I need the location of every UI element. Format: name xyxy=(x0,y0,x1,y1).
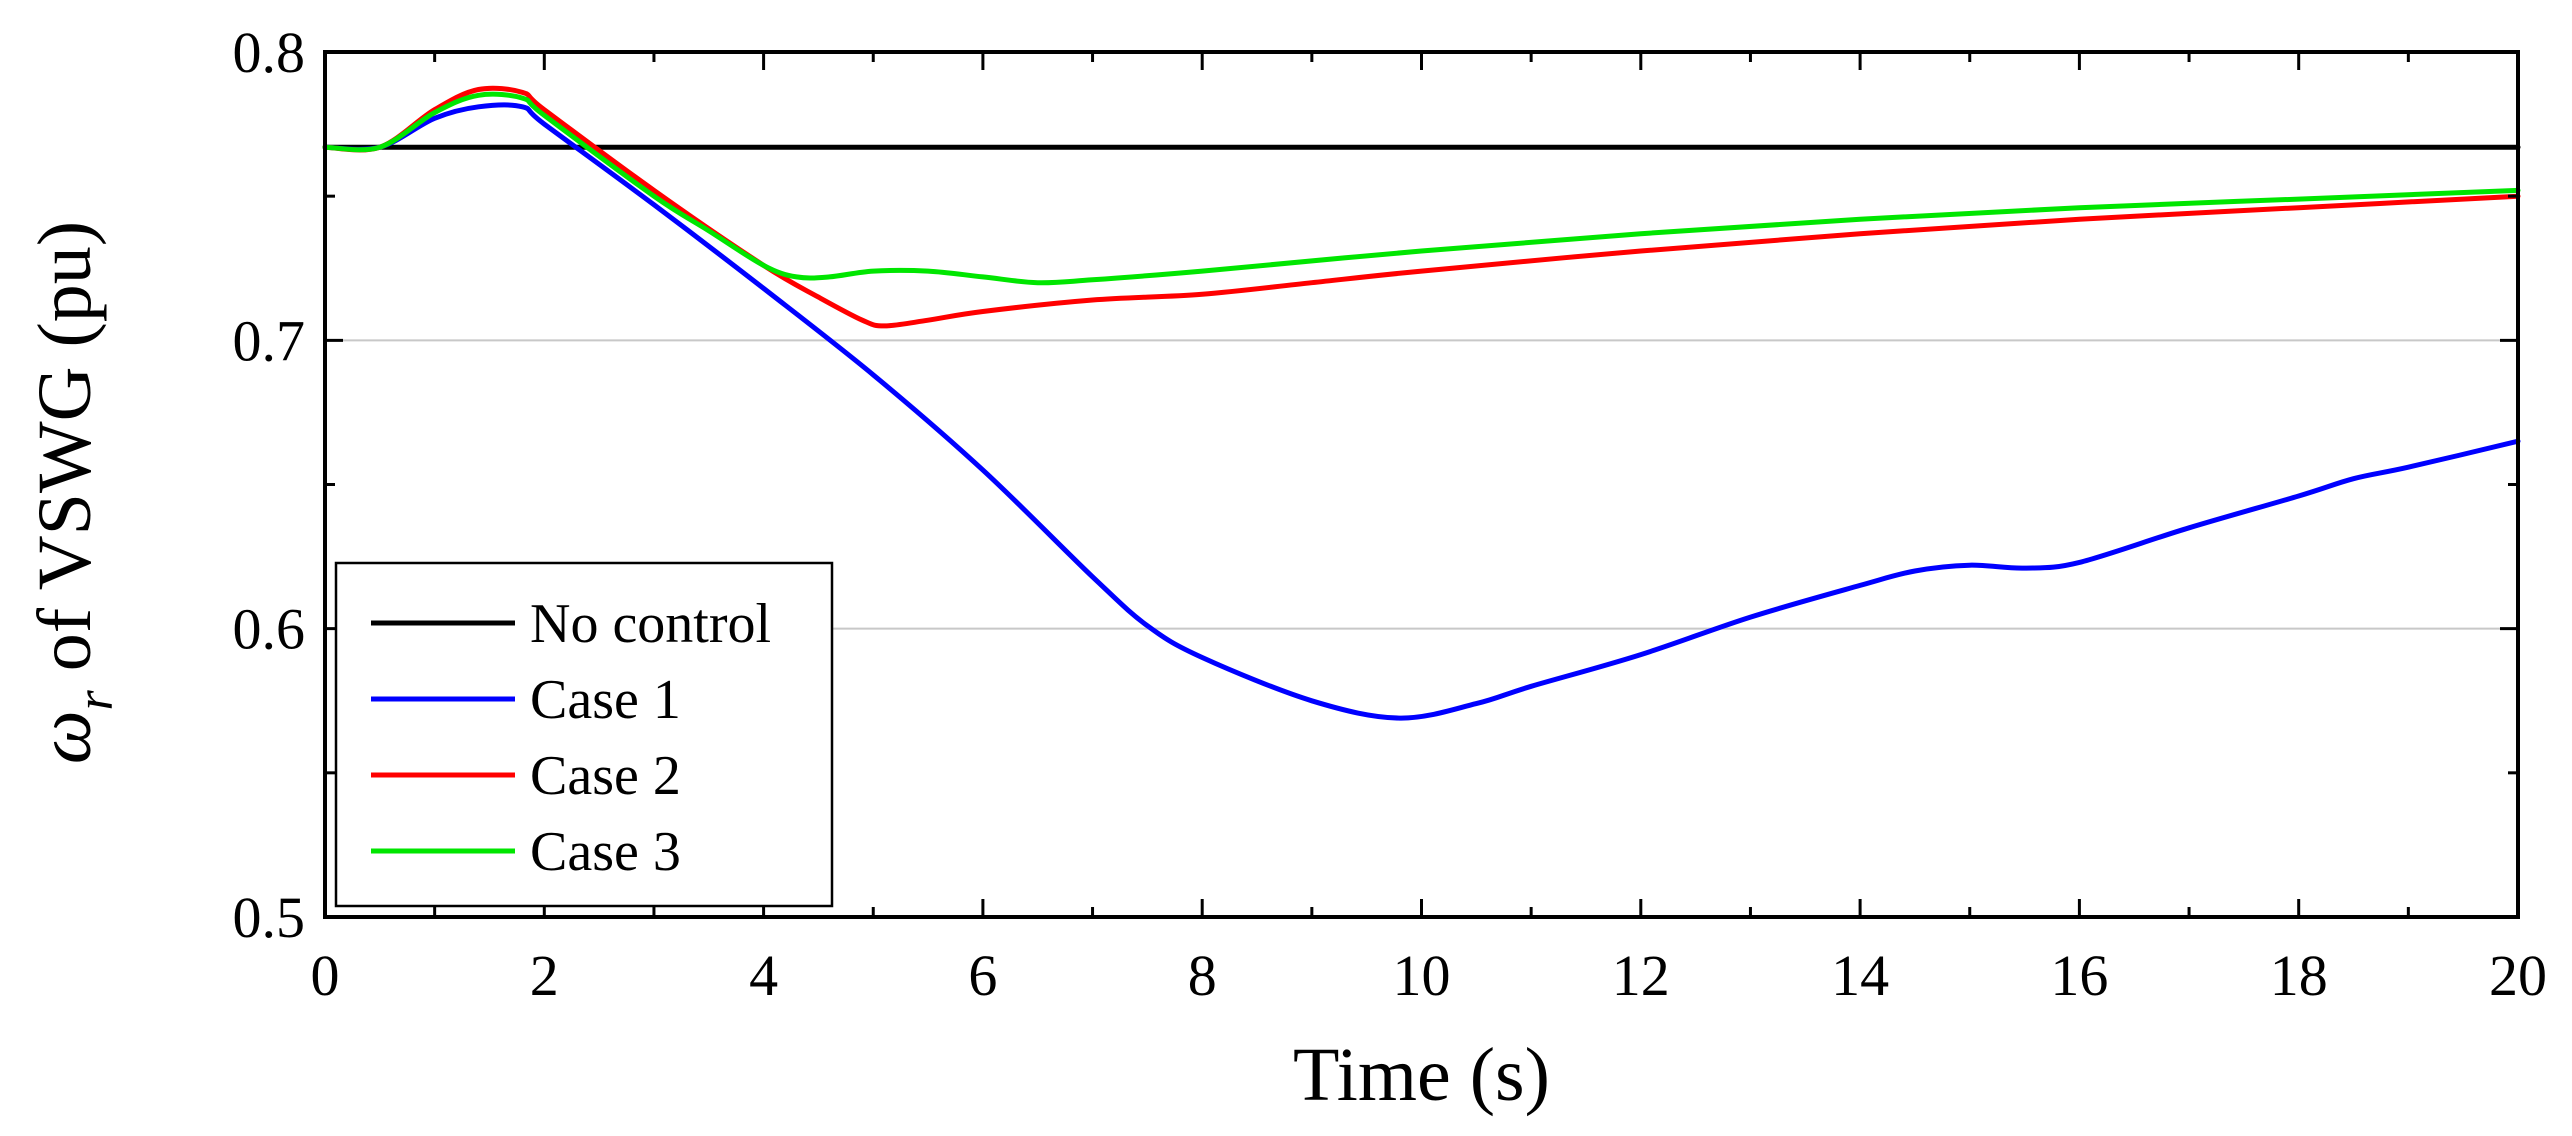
x-tick-label: 2 xyxy=(530,943,559,1008)
series-line-case-3 xyxy=(322,91,2521,286)
svg-text:ωr of VSWG (pu): ωr of VSWG (pu) xyxy=(23,221,124,764)
x-tick-label: 16 xyxy=(2050,943,2108,1008)
series-line-case-2 xyxy=(322,85,2521,329)
x-tick-label: 20 xyxy=(2489,943,2547,1008)
legend-label-case-3: Case 3 xyxy=(530,821,681,883)
axis-ticks: 0 2 4 6 8 10 12 14 16 18 20 0.5 0.6 0.7 0.8 xyxy=(233,20,2548,1008)
y-axis-title-symbol: ω xyxy=(23,710,107,764)
legend-label-case-2: Case 2 xyxy=(530,745,681,807)
legend: No control Case 1 Case 2 Case 3 xyxy=(334,561,834,908)
y-tick-label: 0.8 xyxy=(233,20,306,85)
x-tick-label: 0 xyxy=(311,943,340,1008)
y-axis-title: ωr of VSWG (pu) xyxy=(23,221,124,764)
x-tick-label: 4 xyxy=(749,943,778,1008)
y-tick-label: 0.6 xyxy=(233,597,306,662)
x-tick-label: 8 xyxy=(1188,943,1217,1008)
x-tick-label: 10 xyxy=(1393,943,1451,1008)
y-axis-title-text: of VSWG (pu) xyxy=(23,221,107,690)
x-tick-label: 12 xyxy=(1612,943,1670,1008)
series-line-case-1 xyxy=(322,102,2521,721)
x-tick-label: 14 xyxy=(1831,943,1889,1008)
legend-label-case-1: Case 1 xyxy=(530,669,681,731)
y-axis-title-subscript: r xyxy=(67,689,124,710)
series-layer xyxy=(322,85,2521,721)
y-tick-label: 0.5 xyxy=(233,885,306,950)
y-tick-label: 0.7 xyxy=(233,308,306,373)
x-tick-label: 6 xyxy=(968,943,997,1008)
legend-items: No control Case 1 Case 2 Case 3 xyxy=(371,593,771,883)
x-axis-title: Time (s) xyxy=(1293,1033,1550,1117)
legend-label-no-control: No control xyxy=(530,593,771,655)
x-tick-label: 18 xyxy=(2270,943,2328,1008)
